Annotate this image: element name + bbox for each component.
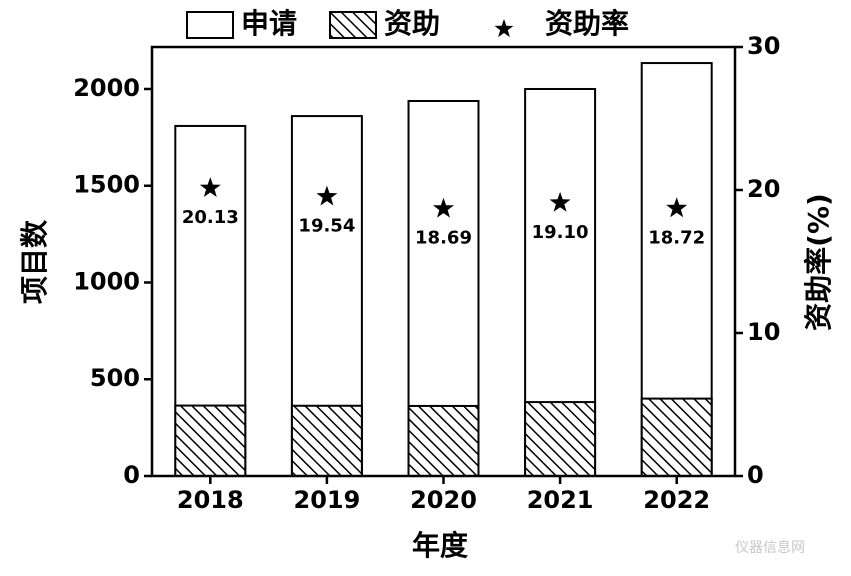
x-axis-title: 年度 — [412, 529, 468, 562]
x-tick-label: 2018 — [177, 486, 244, 514]
star-marker — [199, 177, 221, 197]
bar — [174, 404, 247, 477]
y2-tick-label: 30 — [747, 32, 780, 60]
x-tick-label: 2020 — [410, 486, 477, 514]
legend-swatch — [494, 19, 514, 38]
y-tick-label: 2000 — [73, 74, 140, 102]
star-marker — [666, 197, 688, 218]
x-tick-label: 2022 — [643, 486, 710, 514]
y2-tick-label: 20 — [747, 175, 780, 203]
y-tick-label: 1000 — [73, 267, 140, 295]
y2-tick-label: 10 — [747, 318, 780, 346]
legend-label: 资助 — [384, 7, 440, 40]
data-label: 19.10 — [532, 222, 589, 243]
legend-swatch — [329, 11, 377, 39]
star-marker — [316, 185, 338, 206]
bar — [407, 404, 480, 478]
data-label: 20.13 — [182, 207, 239, 228]
data-label: 18.72 — [648, 227, 705, 248]
y-tick-label: 1500 — [73, 171, 140, 199]
watermark: 仪器信息网 — [735, 539, 805, 556]
bar — [290, 404, 363, 477]
star-marker — [549, 191, 571, 212]
x-tick-label: 2021 — [527, 486, 594, 514]
y-tick-label: 0 — [123, 461, 140, 489]
y-axis-title: 项目数 — [18, 219, 51, 304]
bar — [524, 401, 597, 477]
legend-label: 申请 — [241, 7, 297, 40]
y2-axis-title: 资助率(%) — [802, 193, 835, 331]
legend-label: 资助率 — [545, 7, 629, 40]
y2-tick-label: 0 — [747, 461, 764, 489]
y-tick-label: 500 — [90, 364, 140, 392]
legend-swatch — [186, 11, 234, 39]
data-label: 19.54 — [298, 216, 355, 237]
bar — [640, 397, 713, 478]
x-tick-label: 2019 — [294, 486, 361, 514]
star-marker — [433, 197, 454, 218]
data-label: 18.69 — [415, 228, 472, 249]
